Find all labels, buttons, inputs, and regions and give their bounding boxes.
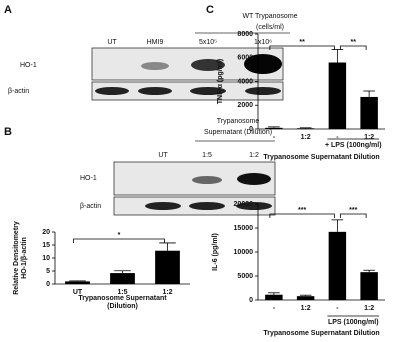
x-tick-label: 1:2 [364,134,374,141]
significance-label: *** [349,207,357,214]
bar [296,128,315,129]
band [190,87,226,95]
lane-label: 1:2 [249,152,259,159]
y-tick-label: 0 [46,281,50,288]
x-tick-label: - [336,305,339,312]
y-tick-label: 2000 [237,102,253,109]
bar [296,296,315,300]
lane-label: UT [158,152,168,159]
blot [91,47,284,101]
y-tick-label: 5000 [237,273,253,280]
band [245,87,281,95]
bar [155,250,180,284]
y-tick-label: 8000 [237,31,253,38]
y-tick-label: 0 [249,126,253,133]
row-label: HO-1 [80,175,97,182]
bar [328,231,347,300]
x-tick-label: 1:2 [364,305,374,312]
y-tick-label: 20 [42,229,50,236]
significance-bracket [269,45,335,50]
bar [265,294,283,300]
significance-bracket [339,45,367,50]
bar [65,281,90,284]
band [95,87,129,95]
blot [113,161,276,216]
y-axis-label: HO-1/β-actin [21,237,28,279]
y-tick-label: 15 [42,242,50,249]
x-axis-label: Trypanosome Supernatant Dilution [263,154,379,161]
y-axis-label: IL-6 (pg/ml) [212,233,219,271]
x-tick-label: 1:5 [117,289,127,296]
group-label: LPS (100ng/ml) [328,319,379,326]
lane-label: UT [107,39,117,46]
group-label: + LPS (100ng/ml) [325,142,382,149]
x-axis-label: Trypanosome Supernatant [78,295,167,302]
y-tick-label: 15000 [234,225,254,232]
significance-label: *** [298,207,306,214]
blot-box [91,81,284,101]
y-tick-label: 10 [42,255,50,262]
x-tick-label: 1:2 [301,134,311,141]
significance-bracket [269,213,335,218]
band [191,59,225,71]
x-tick-label: - [273,305,276,312]
band [145,202,181,210]
panel-label: A [4,4,12,16]
bar [110,273,135,284]
significance-label: ** [351,39,357,46]
panel-label: B [4,126,12,138]
bar [360,272,378,300]
band [189,202,225,210]
band [192,176,222,184]
significance-bracket [73,238,165,243]
y-axis-label: Relative Densitometry [13,221,20,295]
lane-label: 1:5 [202,152,212,159]
lane-label: 1x10⁶ [254,39,272,46]
band [237,173,271,185]
x-axis-label: Trypanosome Supernatant Dilution [263,330,379,337]
band [141,62,169,70]
blot-header: WT Trypanosome [242,13,297,20]
y-tick-label: 0 [249,297,253,304]
blot-header: (cells/ml) [256,24,284,31]
significance-bracket [339,213,367,218]
row-label: HO-1 [20,62,37,69]
bar [360,96,378,129]
y-tick-label: 4000 [237,78,253,85]
y-tick-label: 6000 [237,55,253,62]
band [138,87,172,95]
row-label: β-actin [80,203,101,210]
bar [328,62,347,129]
x-tick-label: - [336,134,339,141]
lane-label: HMI9 [147,39,164,46]
lane-label: 5x10⁵ [199,39,217,46]
x-tick-label: - [273,134,276,141]
x-axis-label: (Dilution) [107,303,138,310]
x-tick-label: UT [73,289,83,296]
bar [265,127,283,129]
x-tick-label: 1:2 [301,305,311,312]
blot-header: Trypanosome [217,118,260,125]
y-tick-label: 20000 [234,201,254,208]
row-label: β-actin [8,88,29,95]
x-tick-label: 1:2 [162,289,172,296]
significance-label: * [118,232,121,239]
band [236,202,272,210]
y-axis-label: TNF-α (pg/ml) [217,59,224,105]
panel-label: C [206,4,214,16]
significance-label: ** [299,39,305,46]
band [244,54,282,74]
y-tick-label: 5 [46,268,50,275]
blot-header: Supernatant (Dilution) [204,129,272,136]
y-tick-label: 10000 [234,249,254,256]
